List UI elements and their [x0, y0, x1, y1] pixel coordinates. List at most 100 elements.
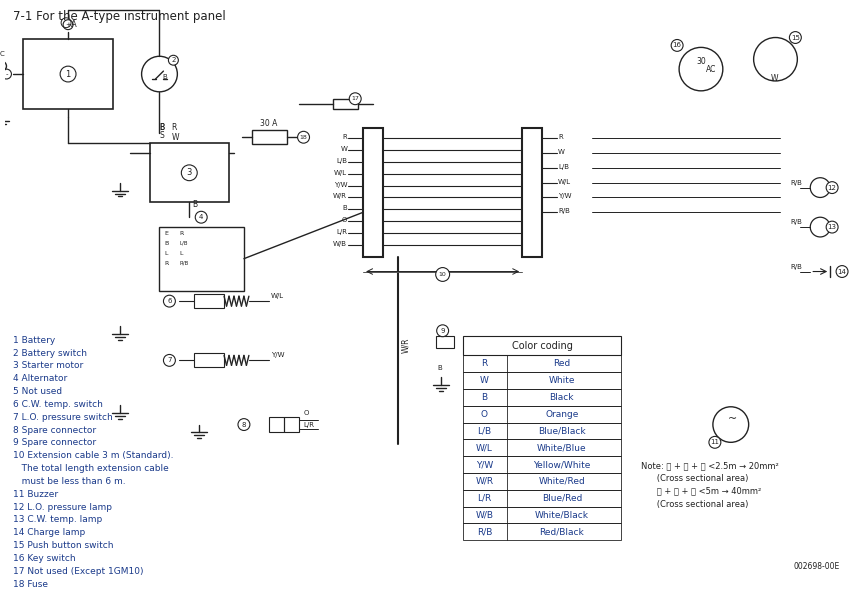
Circle shape: [709, 436, 721, 448]
Text: 30 A: 30 A: [260, 120, 277, 128]
Circle shape: [349, 93, 361, 105]
Text: The total length extension cable: The total length extension cable: [14, 464, 169, 473]
Text: 18 Fuse: 18 Fuse: [14, 580, 49, 588]
Bar: [159, 227, 244, 292]
Bar: [462, 406, 621, 422]
Circle shape: [168, 55, 179, 65]
Text: R: R: [558, 134, 563, 140]
Text: W/L: W/L: [476, 444, 493, 452]
Text: B: B: [437, 365, 443, 371]
Text: Yellow/White: Yellow/White: [534, 460, 591, 469]
Text: R/B: R/B: [180, 260, 189, 266]
Text: R/B: R/B: [791, 219, 802, 225]
Text: R: R: [342, 134, 347, 140]
Text: O: O: [304, 410, 309, 416]
Text: 15: 15: [791, 35, 800, 41]
Text: 1 Battery: 1 Battery: [14, 336, 55, 345]
Text: L/B: L/B: [477, 426, 491, 435]
Text: 15 Push button switch: 15 Push button switch: [14, 541, 114, 550]
Bar: [194, 353, 224, 368]
Text: 13: 13: [828, 224, 837, 230]
Text: E: E: [164, 231, 168, 236]
Text: A: A: [71, 20, 77, 29]
Text: 1: 1: [66, 70, 71, 78]
Text: 14: 14: [837, 269, 847, 274]
Text: O: O: [481, 410, 488, 419]
Circle shape: [63, 20, 73, 29]
Text: 9 Spare connector: 9 Spare connector: [14, 438, 96, 448]
Text: L/R: L/R: [477, 494, 492, 502]
Bar: [462, 456, 621, 473]
Text: 17 Not used (Except 1GM10): 17 Not used (Except 1GM10): [14, 567, 144, 575]
Text: L: L: [180, 251, 183, 256]
Bar: [269, 416, 283, 432]
Circle shape: [238, 419, 250, 431]
Text: Blue/Red: Blue/Red: [542, 494, 582, 502]
Text: 6 C.W. temp. switch: 6 C.W. temp. switch: [14, 400, 103, 409]
Text: Y/W: Y/W: [271, 352, 284, 359]
Text: (Cross sectional area): (Cross sectional area): [642, 474, 749, 483]
Text: L/R: L/R: [336, 229, 347, 235]
Circle shape: [671, 39, 683, 51]
Text: 7: 7: [167, 358, 172, 363]
Text: B: B: [163, 74, 167, 80]
Text: 8 Spare connector: 8 Spare connector: [14, 425, 96, 435]
Text: 16: 16: [672, 42, 682, 48]
Text: 3: 3: [186, 168, 192, 177]
Text: B: B: [192, 200, 197, 209]
Text: 7-1 For the A-type instrument panel: 7-1 For the A-type instrument panel: [14, 10, 226, 23]
Text: -: -: [5, 71, 8, 77]
Text: L/R: L/R: [304, 422, 315, 428]
Text: R: R: [180, 231, 184, 236]
Bar: [462, 372, 621, 389]
Bar: [23, 39, 113, 108]
Bar: [462, 389, 621, 406]
Text: W/R: W/R: [401, 338, 410, 353]
Text: W: W: [340, 146, 347, 152]
Text: 002698-00E: 002698-00E: [794, 562, 840, 571]
Circle shape: [60, 66, 76, 82]
Text: B: B: [342, 206, 347, 211]
Text: AC: AC: [706, 65, 717, 74]
Circle shape: [836, 266, 848, 277]
Text: L/B: L/B: [558, 164, 569, 170]
Text: Note: Ⓐ + Ⓑ + Ⓒ <2.5m → 20mm²: Note: Ⓐ + Ⓑ + Ⓒ <2.5m → 20mm²: [642, 461, 780, 470]
Text: B: B: [159, 123, 164, 133]
Text: White: White: [549, 376, 575, 385]
Text: R: R: [482, 359, 488, 368]
Text: 10 Extension cable 3 m (Standard).: 10 Extension cable 3 m (Standard).: [14, 451, 174, 460]
Text: 4: 4: [199, 214, 203, 220]
Text: O: O: [342, 217, 347, 223]
Bar: [462, 439, 621, 456]
Bar: [252, 130, 287, 144]
Circle shape: [163, 355, 175, 366]
Text: Y/W: Y/W: [476, 460, 493, 469]
Text: Orange: Orange: [545, 410, 579, 419]
Circle shape: [181, 165, 197, 181]
Text: 12: 12: [828, 184, 837, 191]
Text: 5 Not used: 5 Not used: [14, 387, 63, 396]
Text: L: L: [164, 251, 168, 256]
Circle shape: [436, 267, 449, 282]
Circle shape: [163, 295, 175, 307]
Bar: [194, 294, 224, 308]
Text: R/B: R/B: [791, 263, 802, 270]
Text: L/B: L/B: [180, 241, 188, 246]
Bar: [462, 507, 621, 523]
Text: 12 L.O. pressure lamp: 12 L.O. pressure lamp: [14, 502, 112, 512]
Text: W: W: [480, 376, 488, 385]
Bar: [462, 473, 621, 489]
Text: 7 L.O. pressure switch: 7 L.O. pressure switch: [14, 413, 113, 422]
Text: 8: 8: [242, 422, 246, 428]
Text: 14 Charge lamp: 14 Charge lamp: [14, 528, 86, 537]
Bar: [462, 523, 621, 540]
Text: Blue/Black: Blue/Black: [538, 426, 585, 435]
Text: must be less than 6 m.: must be less than 6 m.: [14, 477, 126, 486]
Text: Red: Red: [553, 359, 570, 368]
Text: R/B: R/B: [791, 180, 802, 186]
Text: R: R: [171, 123, 177, 133]
Text: B: B: [482, 393, 488, 402]
Bar: [150, 143, 229, 203]
Text: ~: ~: [728, 413, 737, 423]
Text: W: W: [558, 149, 565, 155]
